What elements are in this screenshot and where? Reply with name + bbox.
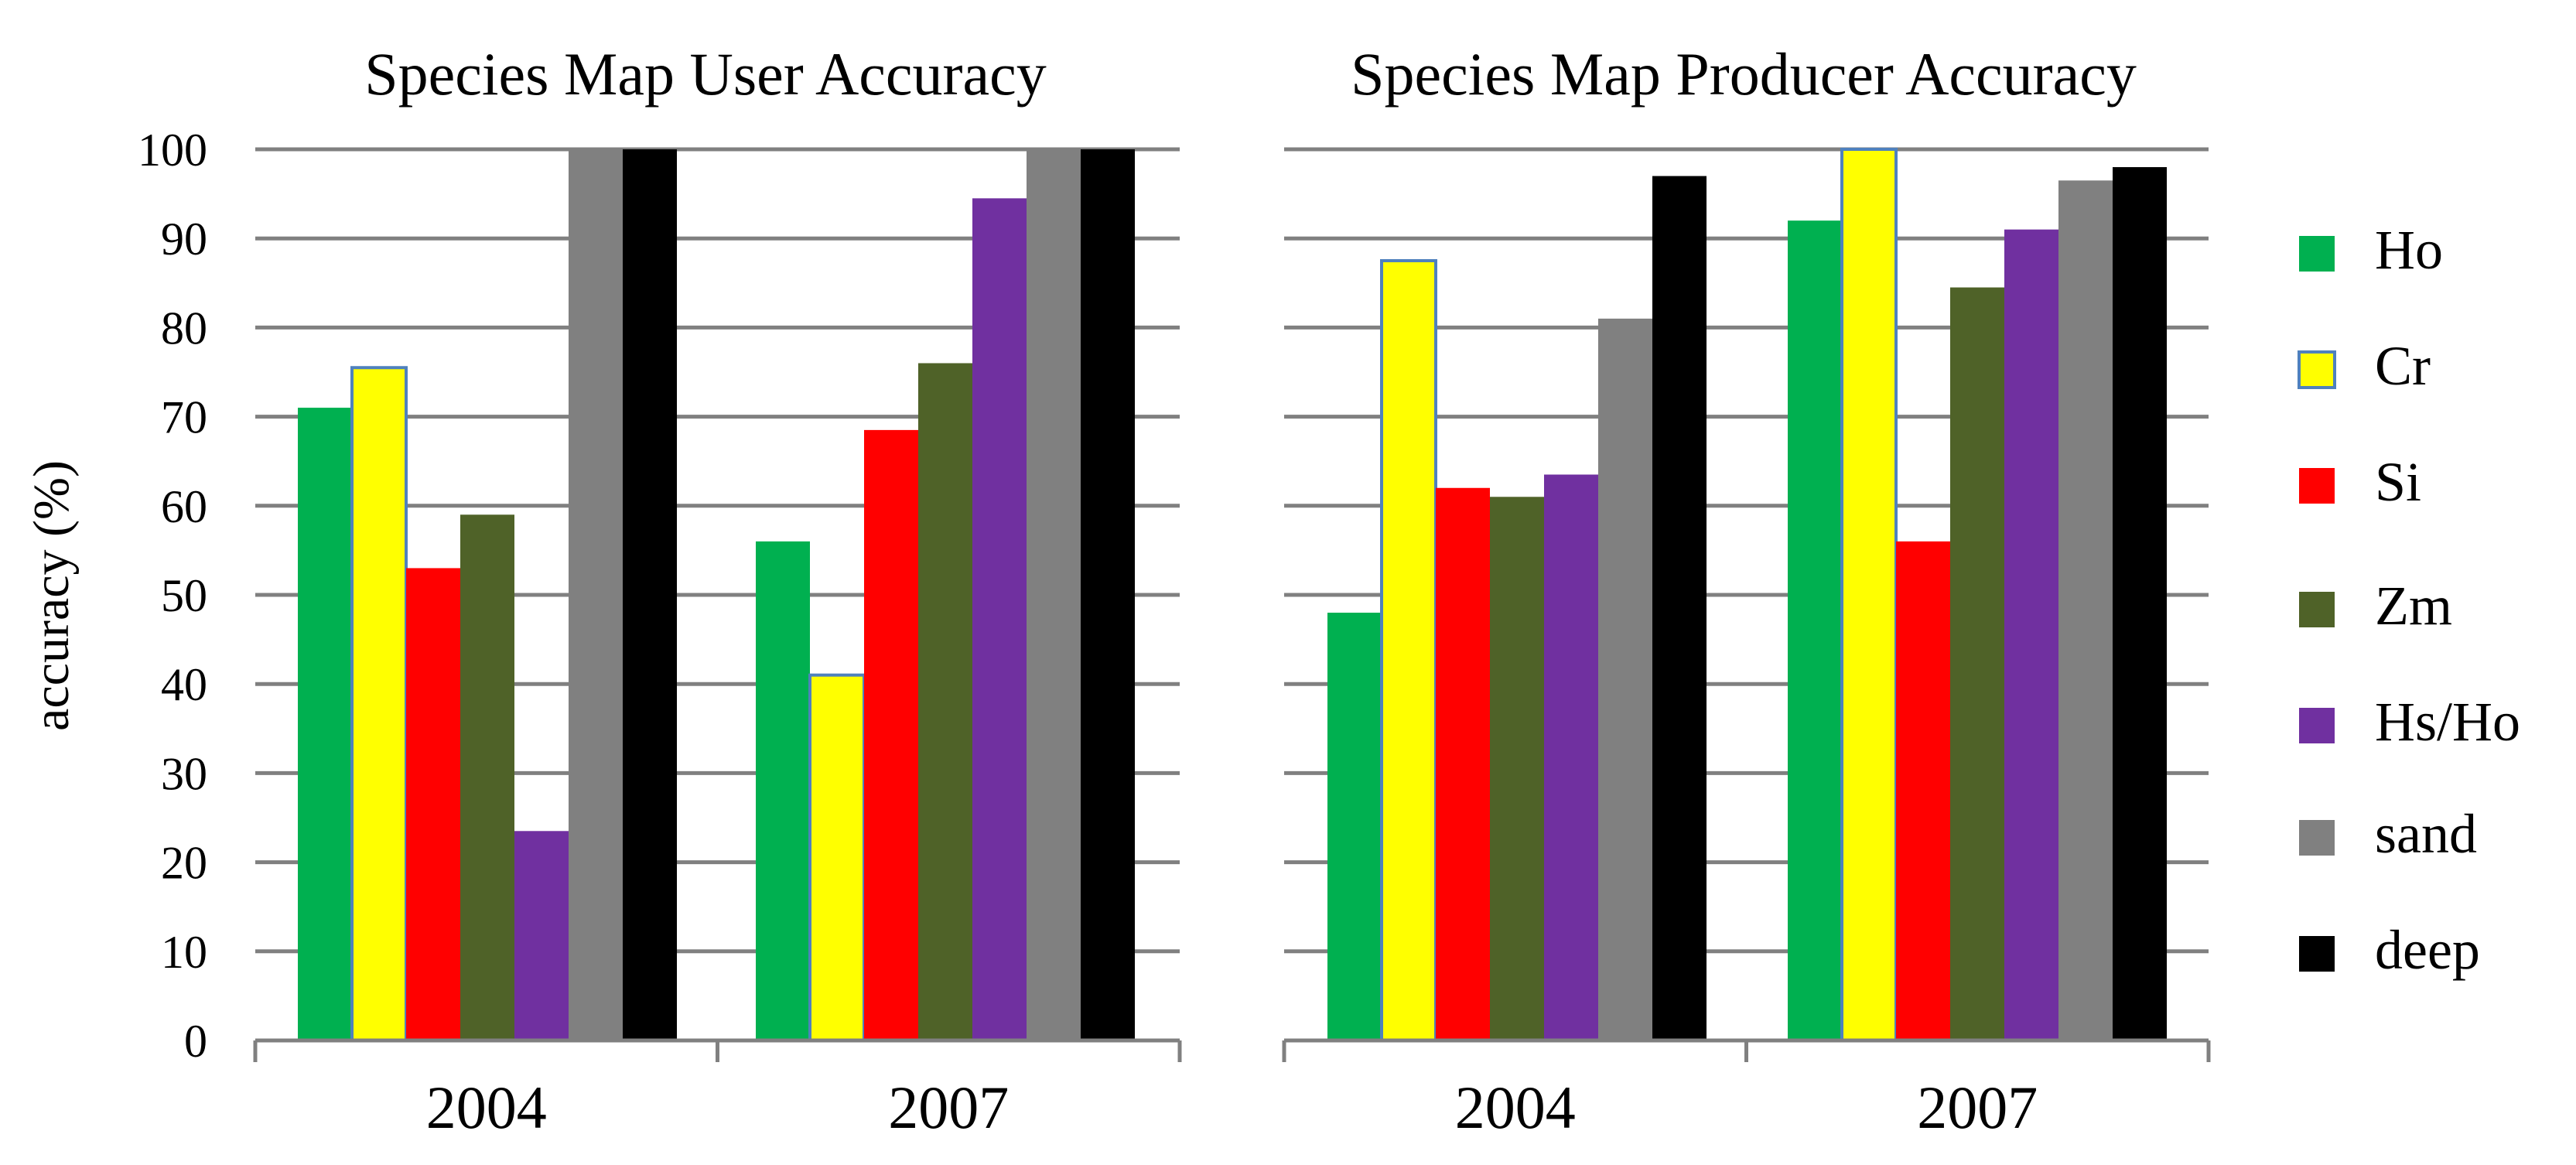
bar-sand-2004 — [1598, 318, 1652, 1040]
chart-title: Species Map User Accuracy — [364, 40, 1047, 108]
bar-hs-ho-2007 — [972, 198, 1027, 1040]
legend-swatch-ho — [2299, 236, 2335, 272]
legend-label: Cr — [2375, 335, 2431, 397]
legend-swatch-zm — [2299, 592, 2335, 627]
bar-sand-2007 — [2058, 180, 2113, 1040]
bar-zm-2007 — [918, 363, 972, 1041]
bar-hs-ho-2004 — [514, 831, 569, 1040]
x-tick-label: 2004 — [426, 1074, 547, 1141]
user-accuracy-chart: Species Map User Accuracy 0 10 20 30 40 50 60 70… — [138, 40, 1182, 1141]
bar-deep-2004 — [623, 149, 677, 1040]
y-tick-label: 90 — [161, 214, 207, 265]
bar-deep-2007 — [1081, 149, 1135, 1040]
bar-si-2004 — [1436, 487, 1490, 1040]
legend-label: Hs/Ho — [2375, 691, 2520, 753]
bar-hs-ho-2007 — [2004, 229, 2058, 1041]
y-tick-label: 80 — [161, 302, 207, 354]
chart-title: Species Map Producer Accuracy — [1351, 40, 2137, 108]
bar-ho-2004 — [298, 408, 352, 1040]
bar-cr-2007 — [808, 673, 866, 1042]
y-tick-label: 60 — [161, 481, 207, 532]
bar-zm-2004 — [460, 514, 514, 1040]
legend-label: sand — [2375, 803, 2477, 865]
legend-label: deep — [2375, 919, 2480, 981]
bar-zm-2007 — [1950, 287, 2004, 1040]
bar-ho-2004 — [1327, 613, 1382, 1040]
y-tick-label: 70 — [161, 392, 207, 443]
y-tick-label: 40 — [161, 659, 207, 710]
y-tick-label: 10 — [161, 927, 207, 978]
bar-cr-2004 — [1380, 259, 1437, 1042]
legend: Ho Cr Si Zm Hs/Ho sand deep — [2298, 219, 2520, 981]
legend-swatch-deep — [2299, 936, 2335, 972]
producer-accuracy-chart: Species Map Producer Accuracy 2004 2007 — [1282, 40, 2211, 1141]
bar-sand-2004 — [569, 149, 623, 1040]
x-tick-label: 2007 — [888, 1074, 1009, 1141]
legend-label: Ho — [2375, 219, 2443, 281]
bar-sand-2007 — [1027, 149, 1081, 1040]
bar-si-2007 — [864, 429, 918, 1040]
bar-si-2007 — [1896, 541, 1950, 1040]
bar-ho-2007 — [1788, 220, 1842, 1040]
bar-hs-ho-2004 — [1544, 474, 1598, 1040]
bar-cr-2004 — [350, 366, 408, 1042]
y-tick-label: 20 — [161, 838, 207, 889]
legend-swatch-hs-ho — [2299, 708, 2335, 743]
y-tick-label: 50 — [161, 570, 207, 621]
bar-deep-2004 — [1652, 176, 1707, 1040]
bar-deep-2007 — [2113, 167, 2167, 1040]
x-tick-label: 2007 — [1917, 1074, 2038, 1141]
bar-cr-2007 — [1840, 148, 1898, 1042]
legend-swatch-sand — [2299, 820, 2335, 856]
y-axis-label: accuracy (%) — [23, 460, 80, 731]
legend-label: Zm — [2375, 575, 2452, 637]
bar-si-2004 — [406, 568, 460, 1040]
y-tick-label: 100 — [138, 125, 207, 176]
bar-zm-2004 — [1490, 497, 1544, 1040]
legend-swatch-si — [2299, 468, 2335, 504]
y-tick-label: 30 — [161, 748, 207, 799]
y-tick-label: 0 — [184, 1016, 207, 1067]
bar-ho-2007 — [756, 541, 810, 1040]
x-tick-label: 2004 — [1455, 1074, 1576, 1141]
legend-label: Si — [2375, 451, 2421, 513]
legend-swatch-cr — [2298, 350, 2336, 389]
